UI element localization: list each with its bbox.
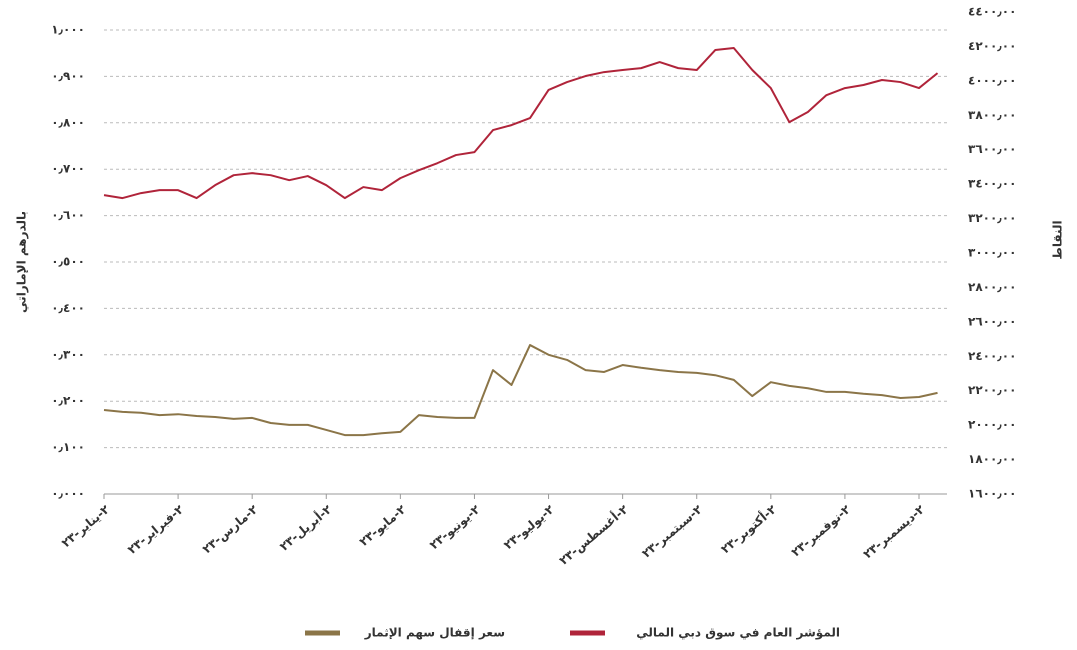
y2-tick-label: ٣٠٠٠٫٠٠ <box>968 246 1016 260</box>
y-tick-label: ٠٫٤٠٠ <box>51 301 85 315</box>
y2-tick-label: ٢٤٠٠٫٠٠ <box>968 349 1016 363</box>
y2-tick-label: ٢٠٠٠٫٠٠ <box>968 418 1016 432</box>
y2-axis-title: النقاط <box>1051 220 1065 259</box>
x-tick-label: ٢-مارس-٢٣ <box>200 502 261 556</box>
x-tick-label: ٢-يناير-٢٣ <box>59 502 113 550</box>
y-tick-label: ٠٫٩٠٠ <box>51 69 85 83</box>
y2-tick-label: ٤٤٠٠٫٠٠ <box>968 5 1016 19</box>
x-tick-label: ٢-يوليو-٢٣ <box>501 502 558 553</box>
y2-tick-label: ٣٢٠٠٫٠٠ <box>968 211 1016 225</box>
legend-label: المؤشر العام في سوق دبي المالي <box>636 626 840 641</box>
y2-tick-label: ٣٦٠٠٫٠٠ <box>968 142 1016 156</box>
x-tick-label: ٢-نوفمبر-٢٣ <box>789 502 855 560</box>
series-line <box>103 46 939 200</box>
y-tick-label: ٠٫٠٠٠ <box>51 487 85 501</box>
y2-tick-label: ٣٤٠٠٫٠٠ <box>968 177 1016 191</box>
y-tick-label: ٠٫١٠٠ <box>51 440 85 454</box>
y-axis-title: بالدرهم الإماراتي <box>15 211 29 313</box>
y-tick-label: ٠٫٢٠٠ <box>51 394 85 408</box>
y2-tick-label: ١٨٠٠٫٠٠ <box>968 452 1016 466</box>
y2-tick-label: ٢٦٠٠٫٠٠ <box>968 314 1016 328</box>
x-tick-label: ٢-ديسمبر-٢٣ <box>861 502 928 562</box>
x-tick-label: ٢-يونيو-٢٣ <box>427 502 484 553</box>
y2-tick-label: ٤٢٠٠٫٠٠ <box>968 39 1016 53</box>
y2-tick-label: ٤٠٠٠٫٠٠ <box>968 73 1016 87</box>
y-tick-label: ٠٫٨٠٠ <box>51 115 85 129</box>
y-tick-label: ٠٫٥٠٠ <box>51 255 85 269</box>
y2-tick-label: ٣٨٠٠٫٠٠ <box>968 108 1016 122</box>
x-tick-label: ٢-أكتوبر-٢٣ <box>718 501 780 557</box>
x-tick-label: ٢-أبريل-٢٣ <box>276 501 335 554</box>
y2-tick-label: ٢٨٠٠٫٠٠ <box>968 280 1016 294</box>
y2-tick-label: ١٦٠٠٫٠٠ <box>968 487 1016 501</box>
y-tick-label: ٠٫٦٠٠ <box>51 208 85 222</box>
y-tick-label: ٠٫٧٠٠ <box>51 162 85 176</box>
x-tick-label: ٢-فبراير-٢٣ <box>125 502 187 557</box>
y-tick-label: ١٫٠٠٠ <box>51 23 85 37</box>
x-tick-label: ٢-سبتمبر-٢٣ <box>639 502 705 561</box>
y-tick-label: ٠٫٣٠٠ <box>51 347 85 361</box>
series-line <box>103 344 938 437</box>
y2-tick-label: ٢٢٠٠٫٠٠ <box>968 383 1016 397</box>
legend-label: سعر إقفال سهم الإثمار <box>364 626 505 640</box>
x-tick-label: ٢-أغسطس-٢٣ <box>556 501 631 568</box>
x-tick-label: ٢-مايو-٢٣ <box>357 502 410 550</box>
